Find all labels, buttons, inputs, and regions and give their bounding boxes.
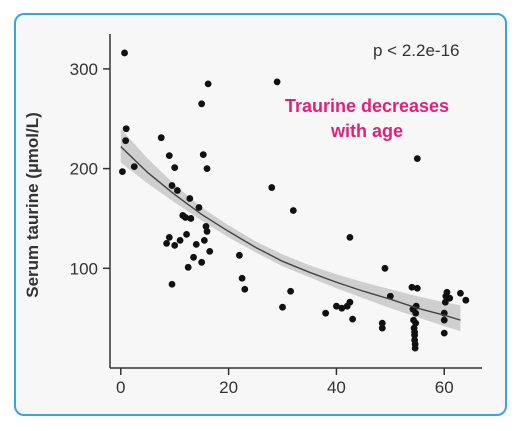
data-point	[206, 247, 214, 255]
data-point	[273, 78, 281, 86]
data-point	[130, 163, 138, 171]
data-point	[338, 304, 346, 312]
data-point	[346, 298, 354, 306]
data-points	[119, 49, 470, 352]
annotation-title-line2: with age	[330, 121, 403, 141]
data-point	[441, 298, 449, 306]
y-tick-label: 100	[70, 259, 98, 278]
data-point	[289, 207, 297, 214]
axes: 0 20 40 60 100 200 300	[70, 34, 482, 397]
data-point	[446, 294, 454, 302]
data-point	[412, 319, 420, 327]
data-point	[168, 280, 176, 288]
data-point	[173, 187, 181, 194]
data-point	[182, 214, 189, 221]
data-point	[157, 134, 165, 142]
annotation-title-line1: Traurine decreases	[285, 96, 449, 116]
data-point	[165, 233, 173, 241]
x-tick-label: 20	[219, 378, 238, 397]
data-point	[199, 151, 207, 159]
data-point	[171, 241, 179, 249]
x-tick-label: 40	[327, 378, 346, 397]
confidence-band	[120, 128, 461, 332]
data-point	[163, 239, 171, 247]
data-point	[119, 168, 126, 175]
data-point	[122, 125, 130, 133]
data-point	[408, 283, 416, 291]
data-point	[204, 80, 212, 88]
data-point	[381, 264, 389, 272]
data-point	[183, 231, 190, 238]
data-point	[346, 233, 354, 241]
data-point	[279, 303, 286, 311]
data-point	[268, 184, 276, 191]
data-point	[411, 344, 419, 352]
data-point	[378, 319, 386, 327]
data-point	[200, 236, 208, 244]
data-point	[190, 253, 197, 261]
data-point	[333, 302, 340, 310]
data-point	[378, 324, 386, 332]
ci-band-area	[120, 128, 461, 332]
fit-curve	[120, 146, 461, 321]
data-point	[165, 152, 173, 160]
chart-frame	[14, 13, 507, 416]
data-point	[122, 137, 130, 145]
y-axis-label: Serum taurine (µmol/L)	[23, 112, 42, 297]
data-point	[192, 240, 200, 248]
data-point	[187, 215, 195, 222]
data-point	[235, 251, 243, 259]
data-point	[457, 289, 464, 297]
data-point	[168, 182, 176, 189]
data-point	[186, 195, 194, 202]
data-point	[440, 316, 448, 324]
fit-line	[120, 146, 461, 321]
data-point	[198, 258, 206, 266]
y-tick-label: 300	[70, 60, 98, 79]
data-point	[287, 287, 295, 295]
data-point	[411, 331, 419, 339]
x-tick-label: 0	[116, 378, 125, 397]
data-point	[121, 49, 128, 57]
data-point	[171, 164, 179, 172]
data-point	[413, 284, 421, 292]
data-point	[203, 165, 211, 172]
data-point	[241, 285, 249, 293]
data-point	[238, 274, 246, 282]
p-value-annotation: p < 2.2e-16	[373, 41, 460, 60]
data-point	[198, 100, 206, 108]
x-tick-label: 60	[435, 378, 454, 397]
data-point	[203, 228, 211, 235]
data-point	[412, 309, 420, 317]
data-point	[440, 329, 448, 337]
data-point	[386, 292, 394, 300]
data-point	[443, 288, 451, 296]
data-point	[462, 296, 470, 304]
data-point	[413, 155, 421, 163]
data-point	[184, 263, 192, 271]
y-tick-label: 200	[70, 160, 98, 179]
data-point	[349, 315, 357, 323]
data-point	[176, 236, 184, 244]
data-point	[322, 309, 330, 317]
data-point	[195, 204, 203, 211]
